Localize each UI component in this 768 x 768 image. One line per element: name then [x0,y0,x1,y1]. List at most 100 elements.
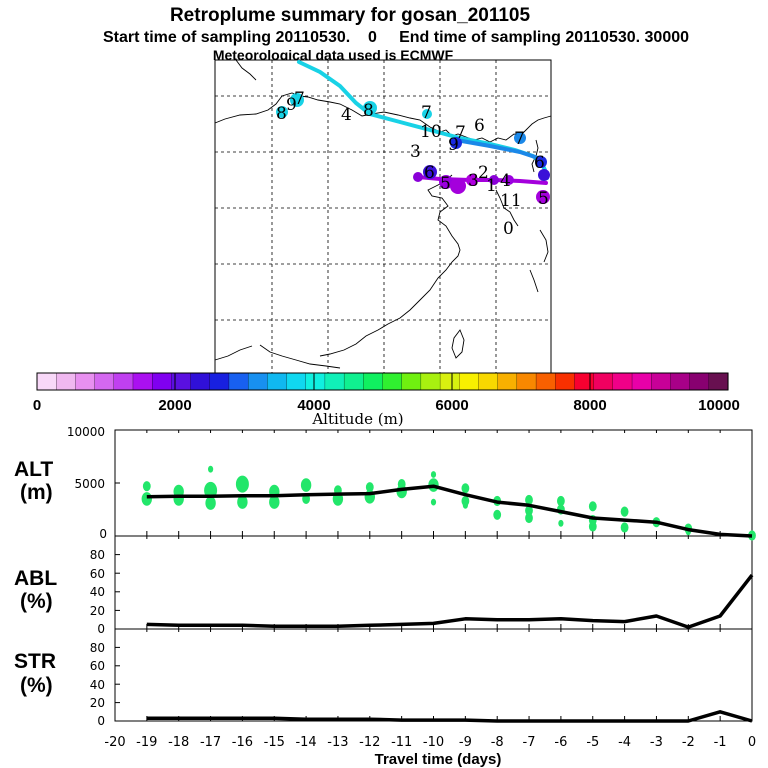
altitude-scatter-point [558,519,564,527]
alt-series-line [146,484,753,538]
map-day-label: 0 [503,219,514,239]
x-tick-label: -10 [423,735,444,750]
colorbar-cell [478,372,499,391]
map-day-label: 7 [421,103,432,123]
particle-cluster [423,165,437,179]
colorbar-cell [401,372,422,391]
altitude-scatter-point [235,475,249,493]
colorbar-cell [708,372,729,391]
abl-ytick-label: 80 [90,548,105,562]
alt-panel-unit: (m) [20,481,53,504]
altitude-scatter-point [525,494,533,506]
time-series-panels: ALT (m) ABL (%) STR (%) 10000 5000 0 80 … [14,425,756,768]
map-day-label: 11 [500,191,522,211]
map-day-label: 5 [440,174,451,194]
particle-cluster [536,190,550,204]
colorbar-tick-label: 2000 [158,397,191,414]
particle-cluster [413,172,423,182]
x-tick-label: -14 [295,735,316,750]
altitude-scatter-point [141,492,152,506]
colorbar-cell [75,372,96,391]
abl-ytick-label: 40 [90,585,105,599]
str-series-line [146,710,753,723]
str-ytick-label: 80 [90,641,105,655]
colorbar-cell [286,372,307,391]
colorbar-cell [631,372,652,391]
colorbar-cells [36,372,729,391]
colorbar-cell [152,372,172,391]
colorbar-tick-label: 6000 [435,397,468,414]
map-frame [214,59,552,374]
colorbar-cell [190,372,211,391]
colorbar-cell [228,372,249,391]
colorbar-cell [94,372,115,391]
colorbar-cell [343,372,364,391]
x-tick-label: 0 [748,735,756,750]
alt-ytick-label: 10000 [67,425,105,439]
x-tick-label: -12 [359,735,380,750]
map-day-label: 3 [410,142,421,162]
colorbar-cell [171,372,192,391]
str-panel-frame [114,628,753,722]
x-tick-label: -5 [586,735,599,750]
altitude-scatter-point [588,521,597,532]
colorbar-cell [651,372,671,391]
particle-cluster [538,169,550,181]
altitude-scatter-point [461,483,470,494]
chart-marks [114,429,756,723]
x-tick-label: -20 [104,735,125,750]
map-day-label: 7 [294,89,305,109]
trajectory-path-segment [454,138,540,160]
sampling-time-line: Start time of sampling 20110530. 0 End t… [103,29,689,46]
map-day-label: 6 [474,116,485,136]
map-day-label: 2 [478,163,489,183]
altitude-scatter-point [205,496,216,510]
colorbar-cell [305,372,326,391]
abl-series-line [146,574,754,629]
abl-panel-unit: (%) [20,590,53,613]
colorbar-major-ticks [174,373,591,390]
x-tick-label: -16 [232,735,253,750]
colorbar-cell [420,372,441,391]
colorbar-label: Altitude (m) [311,410,403,428]
colorbar-tick-label: 10000 [698,397,740,414]
x-tick-label: -8 [491,735,504,750]
altitude-colorbar: 0 2000 4000 6000 8000 10000 Altitude (m) [33,372,740,428]
altitude-scatter-point [430,498,437,506]
x-tick-label: -6 [554,735,567,750]
x-tick-label: -3 [650,735,663,750]
colorbar-cell [497,372,518,391]
colorbar-cell [363,372,384,391]
particle-cluster [514,132,526,144]
map-day-label: 8 [363,101,374,121]
abl-ytick-label: 0 [97,622,105,636]
colorbar-cell [56,372,76,391]
map-day-label: 6 [424,163,435,183]
particle-cluster [489,175,499,185]
particle-cluster [422,109,432,119]
particle-cluster [450,137,462,149]
particle-cluster [290,93,304,107]
colorbar-cell [113,372,134,391]
alt-ytick-label: 5000 [74,477,105,491]
altitude-scatter-point [142,481,151,492]
map-day-label: 9 [286,95,297,115]
x-tick-label: -17 [200,735,221,750]
altitude-scatter-point [620,522,629,533]
colorbar-cell [132,372,153,391]
altitude-scatter-point [525,505,533,516]
particle-cluster [535,156,547,168]
colorbar-cell [439,372,460,391]
alt-panel-label: ALT [14,458,53,481]
colorbar-cell [670,372,691,391]
x-tick-labels: -20 -19 -18 -17 -16 -15 -14 -13 -12 -11 -10 -9 -8 -7-… [104,735,756,750]
str-ytick-label: 20 [90,696,105,710]
colorbar-cell [516,372,537,391]
map-day-label: 3 [468,171,479,191]
colorbar-cell [267,372,288,391]
x-tick-label: -7 [523,735,536,750]
altitude-scatter-point [365,482,374,493]
colorbar-cell [555,372,575,391]
particle-cluster [276,106,288,118]
